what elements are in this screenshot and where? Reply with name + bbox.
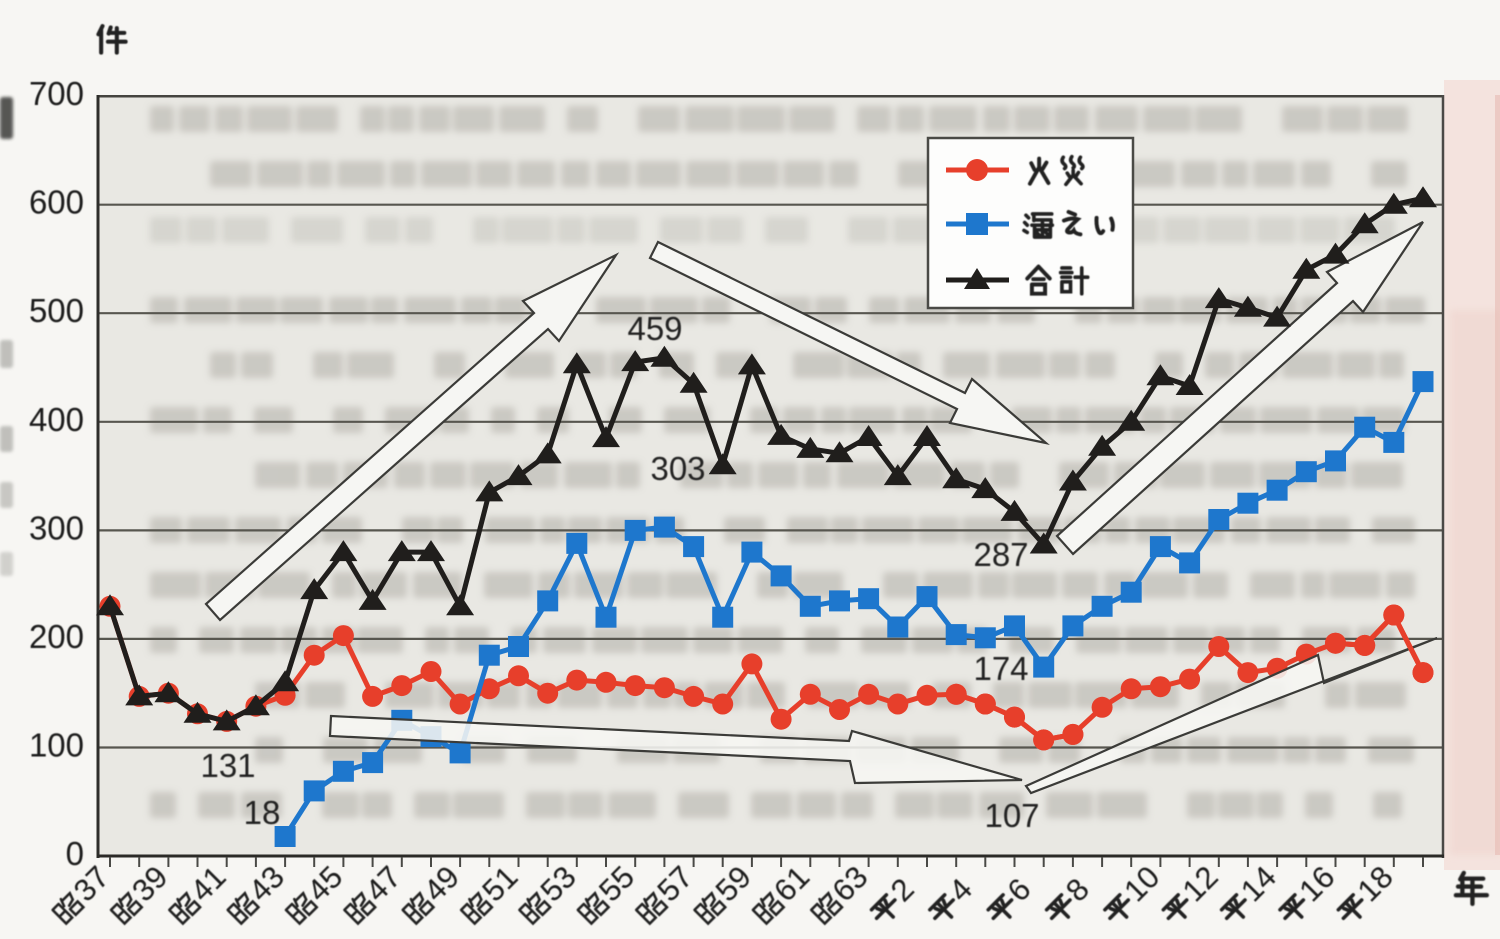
svg-text:131: 131 [200,747,255,784]
svg-text:300: 300 [29,509,84,546]
svg-text:700: 700 [29,75,84,112]
svg-text:107: 107 [984,797,1039,834]
svg-text:459: 459 [627,310,682,347]
svg-text:0: 0 [66,835,84,872]
svg-text:287: 287 [973,536,1028,573]
svg-text:500: 500 [29,292,84,329]
svg-text:18: 18 [244,794,281,831]
svg-text:100: 100 [29,727,84,764]
svg-text:600: 600 [29,184,84,221]
svg-text:400: 400 [29,401,84,438]
svg-text:303: 303 [650,450,705,487]
svg-text:200: 200 [29,618,84,655]
svg-text:174: 174 [973,650,1028,687]
